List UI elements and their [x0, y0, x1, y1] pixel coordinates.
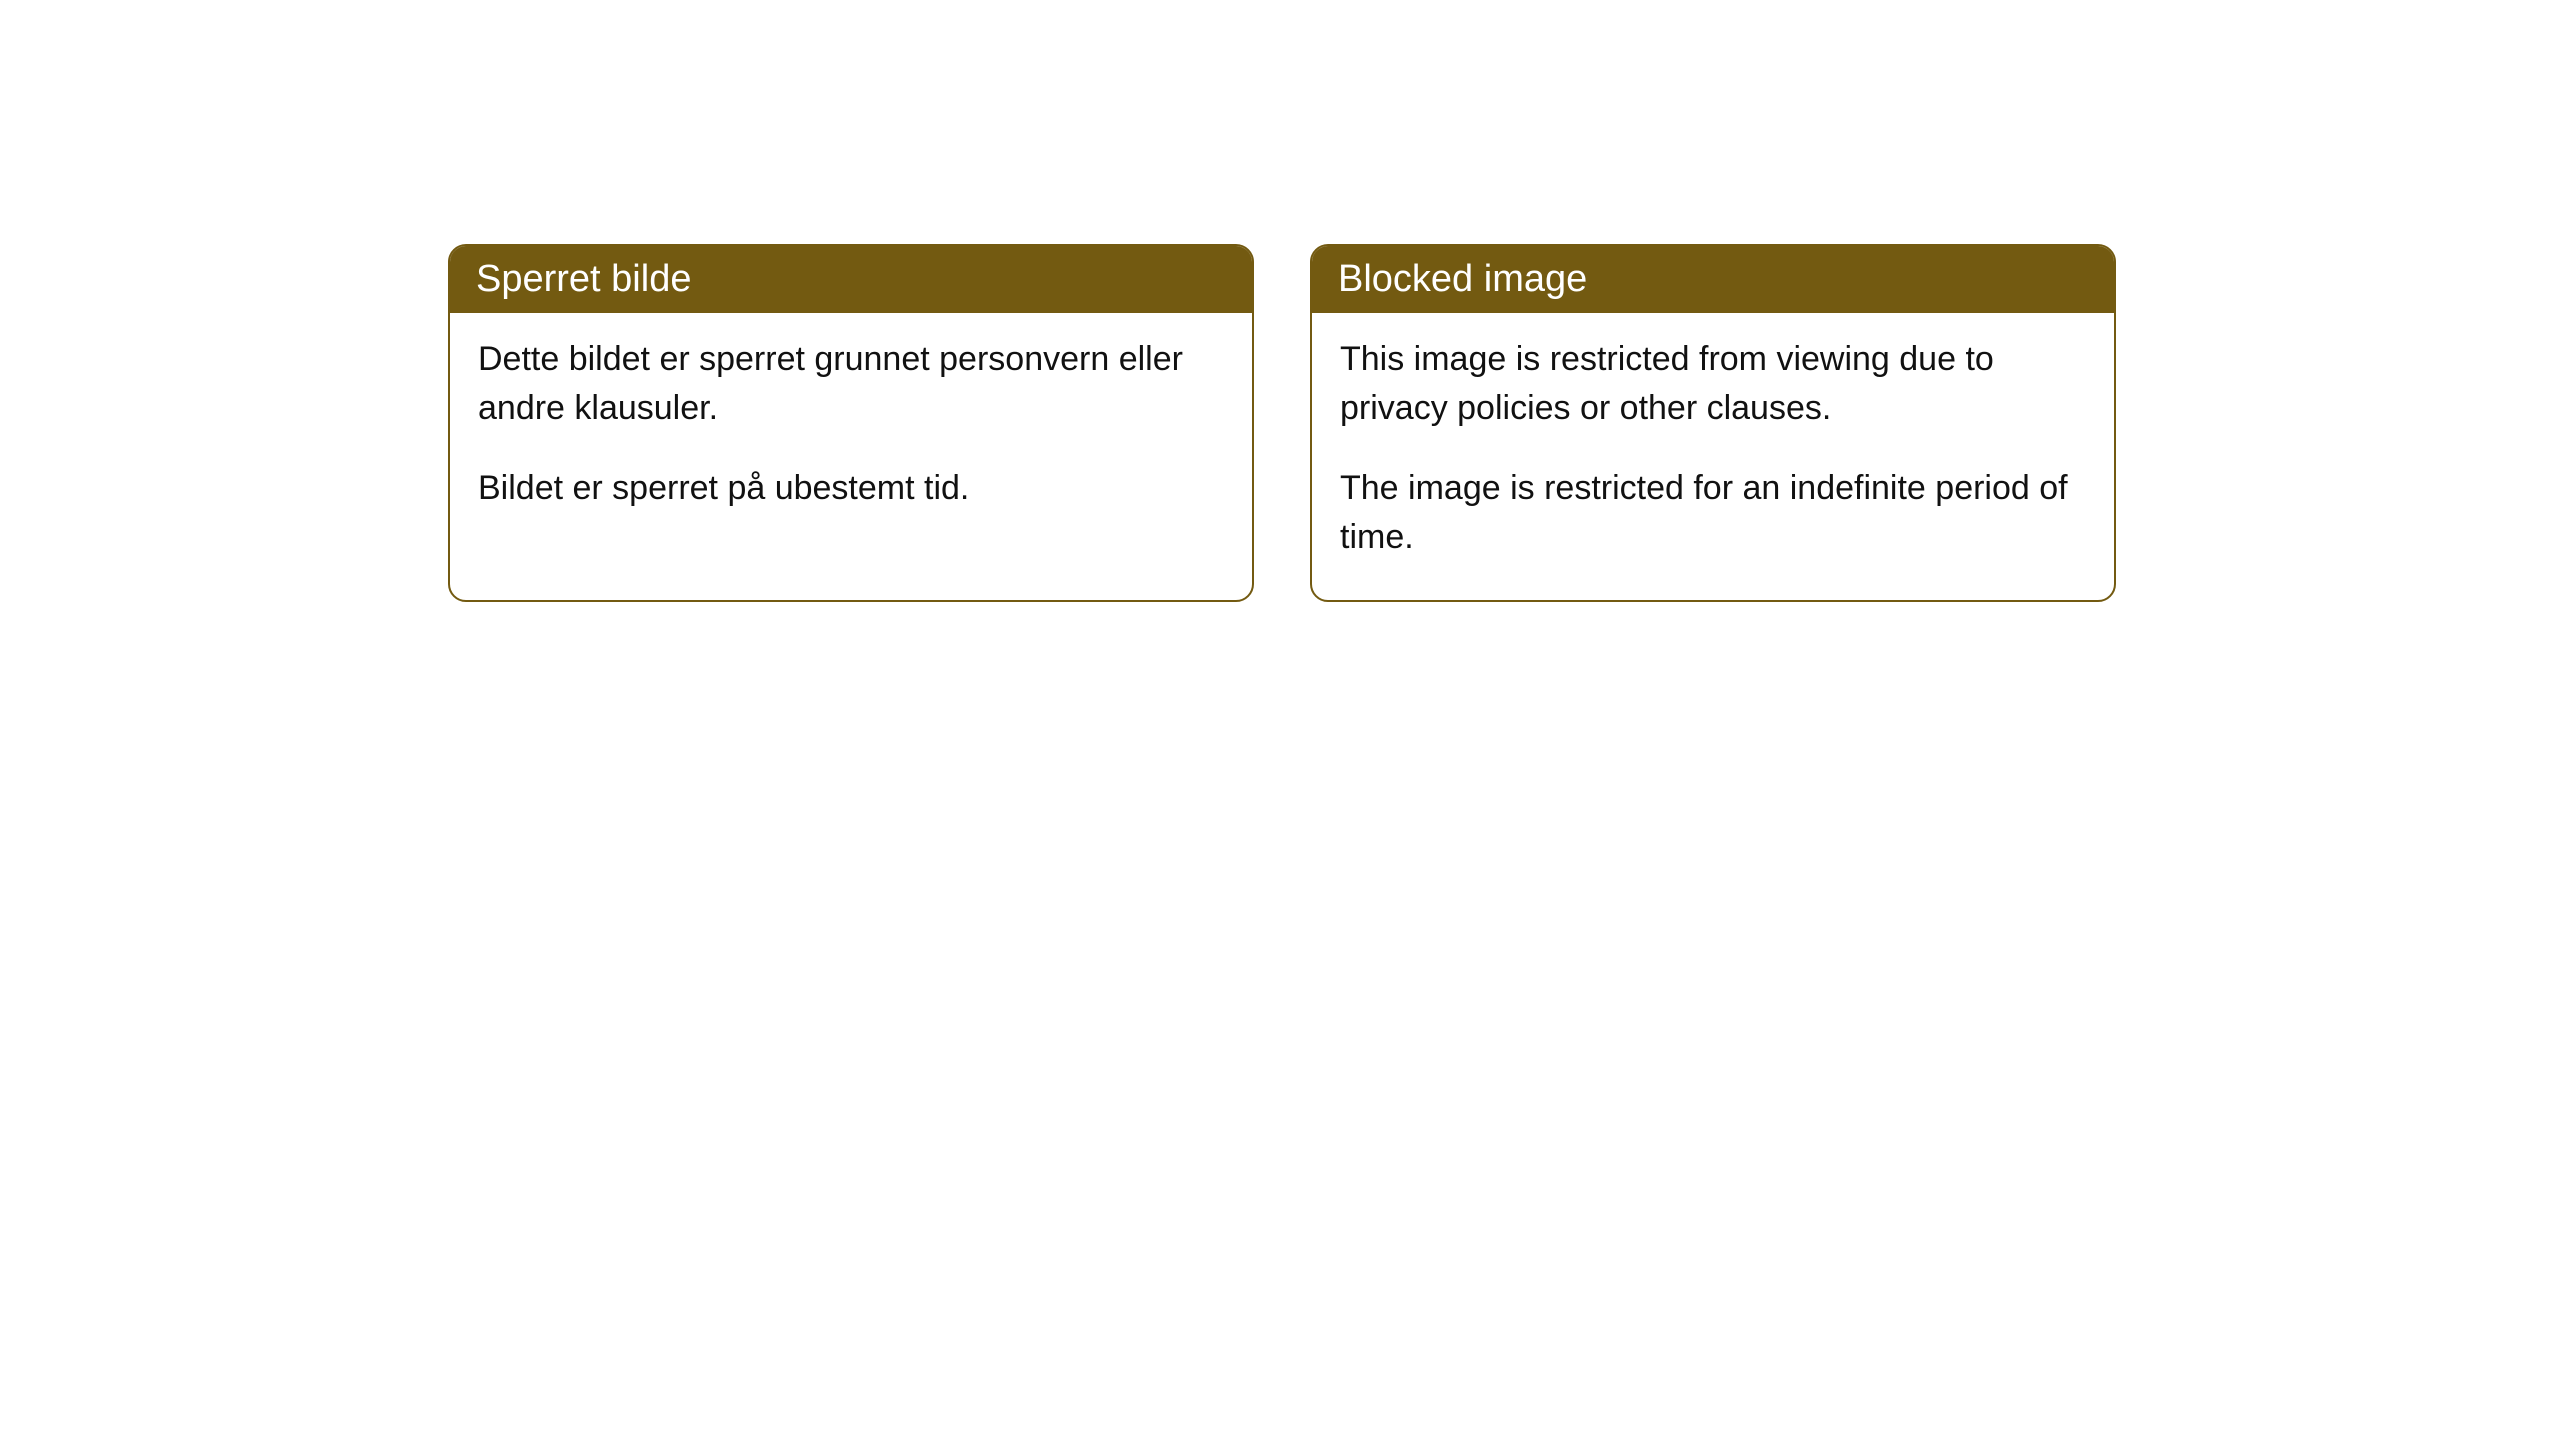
card-header-english: Blocked image	[1312, 246, 2114, 313]
card-paragraph: Dette bildet er sperret grunnet personve…	[478, 335, 1224, 434]
card-header-norwegian: Sperret bilde	[450, 246, 1252, 313]
notice-cards-container: Sperret bilde Dette bildet er sperret gr…	[448, 244, 2116, 602]
card-paragraph: This image is restricted from viewing du…	[1340, 335, 2086, 434]
card-title: Sperret bilde	[476, 258, 691, 300]
notice-card-norwegian: Sperret bilde Dette bildet er sperret gr…	[448, 244, 1254, 602]
card-paragraph: Bildet er sperret på ubestemt tid.	[478, 464, 1224, 513]
card-body-english: This image is restricted from viewing du…	[1312, 313, 2114, 600]
card-title: Blocked image	[1338, 258, 1587, 300]
card-paragraph: The image is restricted for an indefinit…	[1340, 464, 2086, 563]
card-body-norwegian: Dette bildet er sperret grunnet personve…	[450, 313, 1252, 551]
notice-card-english: Blocked image This image is restricted f…	[1310, 244, 2116, 602]
